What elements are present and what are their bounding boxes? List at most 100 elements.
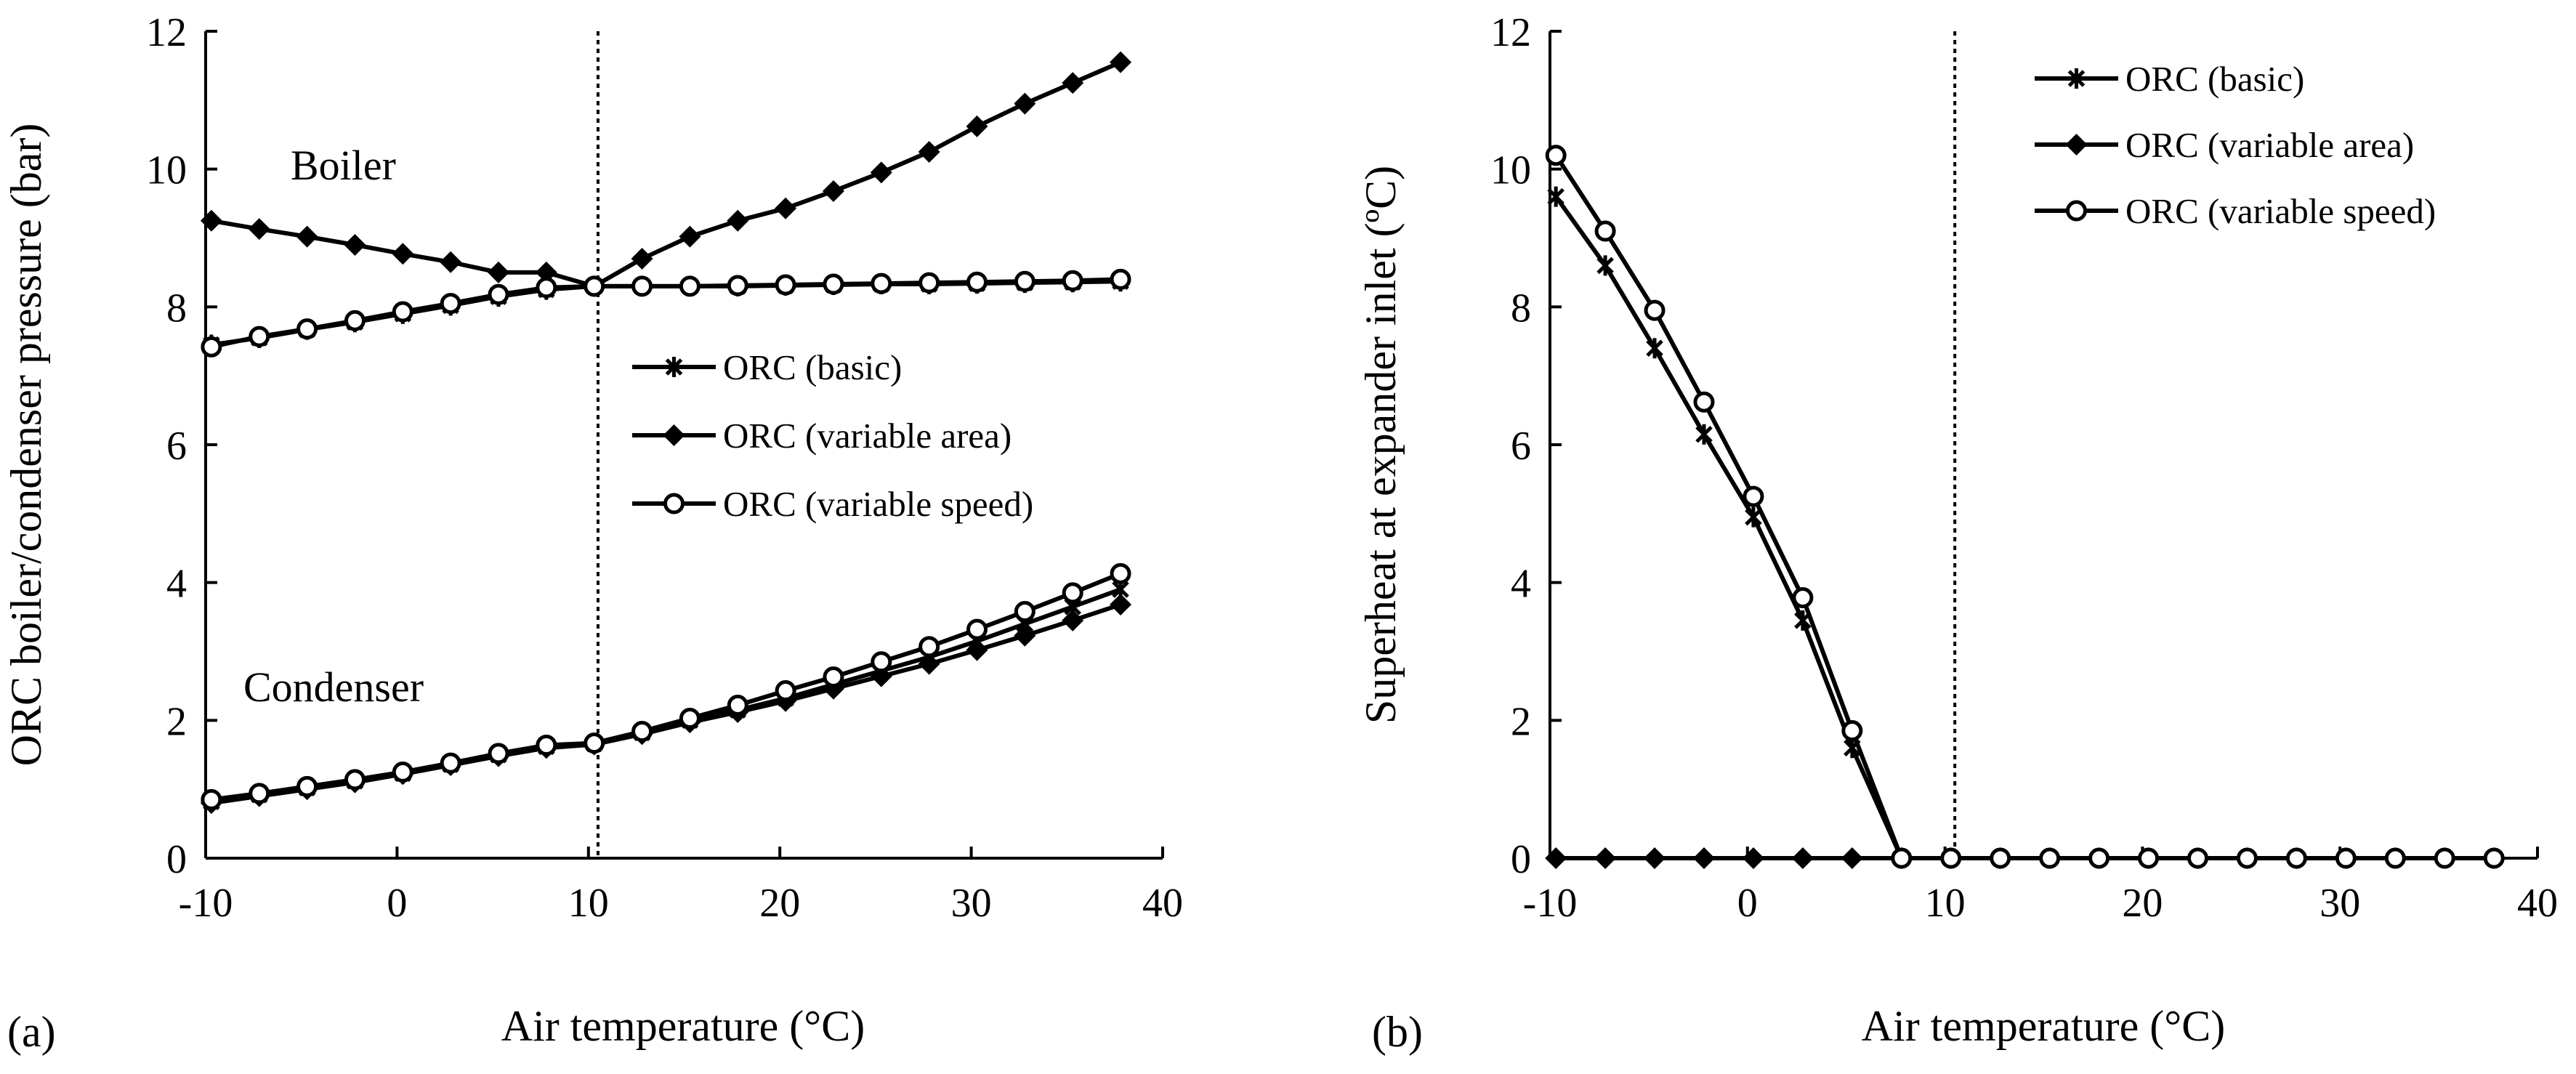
- data-point-circle: [488, 743, 509, 764]
- panel-a-y-axis-title: ORC boiler/condenser pressure (bar): [2, 124, 50, 767]
- data-point-diamond: [679, 225, 701, 248]
- data-point-diamond: [966, 639, 988, 661]
- panel-b-y-axis-title: Superheat at expander inlet (ºC): [1357, 166, 1405, 724]
- panel-b-tag: (b): [1372, 1008, 1423, 1056]
- data-point-diamond: [296, 225, 318, 248]
- y-tick-label: 2: [166, 699, 187, 744]
- data-point-asterisk: [1596, 255, 1614, 276]
- data-point-circle: [1062, 270, 1083, 291]
- data-point-diamond: [870, 161, 892, 184]
- legend-item: ORC (variable speed): [2035, 191, 2436, 231]
- data-point-diamond: [1594, 847, 1617, 869]
- x-tick-label: 30: [951, 881, 992, 926]
- legend-marker-diamond: [2065, 134, 2088, 156]
- panel-a-y-ticks: 0 2 4 6 8 10 12: [146, 10, 217, 882]
- data-point-diamond: [870, 665, 892, 687]
- data-point-circle: [2088, 847, 2110, 869]
- panel-b-y-ticks: 0 2 4 6 8 10 12: [1490, 10, 1562, 882]
- legend-marker-asterisk: [665, 357, 683, 377]
- data-point-circle: [966, 618, 988, 640]
- data-point-circle: [1014, 600, 1035, 622]
- data-point-circle: [631, 721, 653, 743]
- data-point-circle: [2138, 847, 2160, 869]
- series-line-orc-variable-speed: [1554, 154, 2495, 860]
- x-tick-label: 10: [1925, 881, 1966, 926]
- data-point-circle: [1891, 847, 1913, 869]
- data-point-diamond: [248, 218, 270, 241]
- data-point-circle: [727, 275, 748, 296]
- y-tick-label: 0: [166, 837, 187, 882]
- data-point-diamond: [1110, 594, 1132, 616]
- data-point-circle: [1792, 587, 1814, 609]
- x-tick-label: 20: [2122, 881, 2163, 926]
- data-point-diamond: [775, 197, 797, 219]
- data-point-circle: [775, 274, 796, 296]
- panel-b-x-ticks: -10 0 10 20 30 40: [1523, 847, 2558, 926]
- data-point-circle: [344, 769, 366, 791]
- data-point-circle: [631, 275, 653, 297]
- data-point-circle: [871, 272, 892, 294]
- x-tick-label: 10: [568, 881, 609, 926]
- y-tick-label: 4: [1511, 562, 1531, 607]
- data-point-asterisk: [1745, 506, 1762, 528]
- data-point-circle: [1990, 847, 2011, 869]
- legend-item: ORC (variable speed): [632, 484, 1033, 524]
- data-point-circle: [2335, 847, 2357, 869]
- legend-marker-circle: [663, 493, 685, 514]
- data-point-circle: [966, 271, 988, 293]
- data-point-diamond: [1545, 847, 1567, 869]
- legend-label: ORC (variable speed): [723, 484, 1033, 524]
- legend-marker-asterisk: [2067, 68, 2086, 89]
- data-point-circle: [584, 732, 605, 754]
- data-point-circle: [1841, 720, 1863, 742]
- series-condenser-orc-variable-speed: [201, 562, 1131, 810]
- legend-label: ORC (variable area): [2125, 125, 2414, 165]
- data-point-circle: [2285, 847, 2307, 869]
- data-point-asterisk: [1547, 186, 1564, 207]
- series-boiler-orc-variable-area: [200, 51, 1132, 297]
- data-point-circle: [1940, 847, 1962, 869]
- data-point-diamond: [440, 251, 462, 273]
- data-point-diamond: [1791, 847, 1814, 869]
- data-point-diamond: [631, 247, 653, 270]
- data-point-circle: [823, 666, 844, 688]
- data-point-diamond: [535, 261, 557, 283]
- panel-a-legend: ORC (basic) ORC (variable area) ORC (varia…: [632, 347, 1033, 524]
- x-tick-label: 40: [1142, 881, 1183, 926]
- legend-item: ORC (basic): [2035, 59, 2304, 99]
- data-point-diamond: [822, 180, 844, 203]
- panel-a-tag: (a): [7, 1008, 56, 1056]
- data-point-diamond: [1742, 847, 1764, 869]
- x-tick-label: 40: [2517, 881, 2558, 926]
- data-point-circle: [536, 277, 557, 299]
- data-point-circle: [440, 752, 461, 774]
- panel-a-x-axis-title: Air temperature (°C): [501, 1002, 865, 1050]
- panel-a-x-ticks: -10 0 10 20 30 40: [179, 847, 1183, 926]
- series-line-orc-basic: [1554, 195, 2495, 860]
- data-point-circle: [2187, 847, 2209, 869]
- panel-a-boiler-label: Boiler: [291, 142, 396, 189]
- legend-marker-diamond: [663, 424, 685, 446]
- legend-marker-circle: [2066, 200, 2087, 222]
- data-point-circle: [392, 761, 413, 783]
- data-point-circle: [488, 283, 509, 305]
- data-point-circle: [201, 788, 222, 810]
- data-point-diamond: [488, 261, 510, 283]
- data-point-circle: [1693, 391, 1715, 413]
- x-tick-label: -10: [179, 881, 233, 926]
- legend-label: ORC (variable area): [723, 416, 1012, 456]
- data-point-circle: [2483, 847, 2505, 869]
- data-point-circle: [392, 301, 413, 323]
- panel-b-x-axis-title: Air temperature (°C): [1862, 1002, 2225, 1050]
- data-point-diamond: [344, 233, 366, 256]
- data-point-circle: [918, 272, 940, 294]
- legend-label: ORC (basic): [723, 347, 902, 387]
- data-point-circle: [823, 273, 844, 295]
- data-point-circle: [679, 707, 700, 729]
- data-point-circle: [440, 293, 461, 315]
- data-point-circle: [1110, 562, 1131, 584]
- panel-b-series-group: [1545, 145, 2506, 869]
